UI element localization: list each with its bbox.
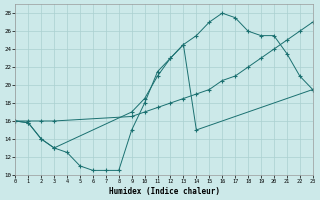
- X-axis label: Humidex (Indice chaleur): Humidex (Indice chaleur): [108, 187, 220, 196]
